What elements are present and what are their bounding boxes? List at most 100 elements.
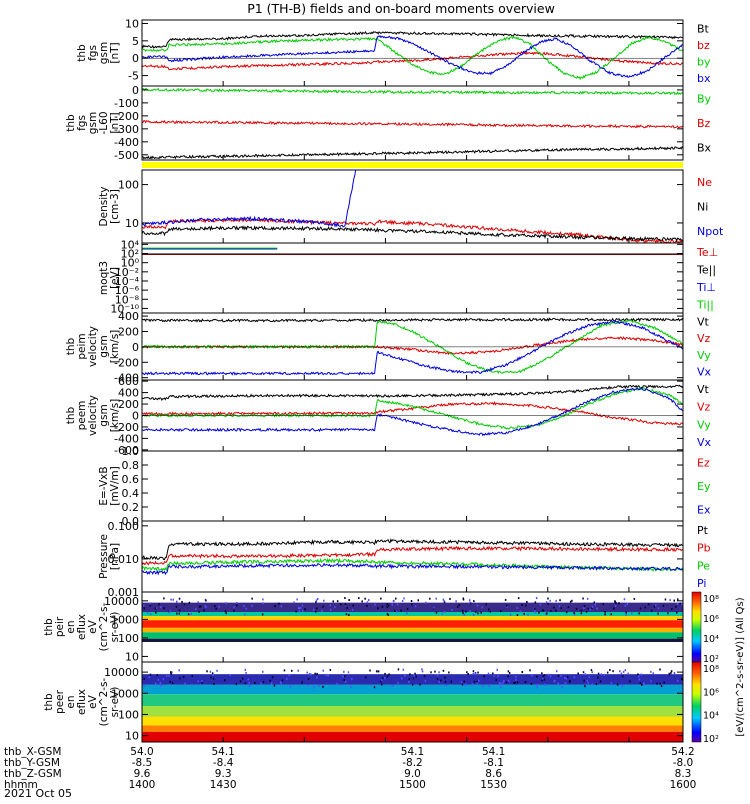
series-line-vz — [142, 401, 683, 426]
panel-3-data — [142, 170, 683, 243]
orbit-row-label: thb_X-GSM — [4, 746, 61, 758]
spectrogram-band — [142, 592, 683, 603]
y-axis-label-line: thb — [65, 406, 77, 424]
legend-label: Vy — [697, 349, 711, 362]
y-axis-label-line: thb — [65, 337, 77, 355]
colorbars: 10⁸10⁶10⁴10²10⁸10⁶10⁴10²[eV/(cm^2-s-sr-e… — [691, 591, 746, 745]
panel-10-data — [142, 662, 683, 742]
y-axis-label-line: eV — [87, 619, 99, 633]
y-axis-label-line: thb — [76, 44, 88, 62]
y-axis-label-line: moqt3 — [98, 261, 110, 295]
orbit-row-label: hhmm — [4, 779, 38, 791]
orbit-value: 8.3 — [675, 768, 692, 780]
y-axis-label-line: fgs — [76, 115, 88, 131]
series-line-vy — [142, 386, 683, 430]
orbit-value: -8.5 — [132, 757, 153, 769]
orbit-value: 9.6 — [134, 768, 151, 780]
y-axis-label: thb peer en eflux eV (cm^2-s-sr-eV) — [43, 677, 121, 726]
orbit-value: -8.1 — [483, 757, 504, 769]
y-axis-label-line: Pressure — [98, 534, 110, 579]
y-tick-label: 200 — [118, 398, 139, 411]
spectrogram-band — [142, 662, 683, 675]
y-tick-label: -400 — [114, 136, 139, 149]
orbit-value: 54.1 — [482, 746, 505, 758]
spectrogram-band — [142, 725, 683, 732]
y-axis-label-line: thb — [65, 114, 77, 132]
panel-10: 10000 1000 100 10 thb peer en eflux eV (cm^2-s-sr… — [43, 661, 684, 743]
series-line-vt — [142, 384, 683, 401]
orbit-value: -8.0 — [673, 757, 694, 769]
panel-frame — [141, 19, 684, 87]
colorbar-tick-label: 10² — [703, 734, 719, 745]
colorbar-title: [eV/(cm^2-s-sr-eV)] (All Qs) — [735, 597, 746, 736]
spectrogram-band — [142, 632, 683, 639]
y-tick-label: 10 — [125, 730, 139, 743]
y-axis-label: E=-VxB [mV/m] — [98, 466, 121, 505]
legend-label: Ti⊥ — [696, 281, 716, 294]
series-line-pt — [142, 538, 683, 560]
orbit-value: 54.1 — [401, 746, 424, 758]
orbit-table: thb_X-GSMthb_Y-GSMthb_Z-GSMhhmm54.0-8.59… — [4, 746, 696, 791]
y-axis-label-line: gsm — [98, 42, 110, 64]
panel-1: 10 5 0 -5 thb fgs gsm [nT] Bt bz by bx — [76, 17, 711, 87]
y-tick-label: 0.001 — [108, 586, 140, 599]
legend-label: Te|| — [696, 263, 716, 276]
legend-label: By — [697, 92, 712, 105]
spectrogram-band — [142, 716, 683, 726]
orbit-row-label: thb_Y-GSM — [4, 757, 60, 769]
y-axis-label-line: gsm — [98, 335, 110, 357]
y-tick-label: 10000 — [104, 666, 139, 679]
y-tick-label: 400 — [118, 387, 139, 400]
spectrogram-band — [142, 620, 683, 628]
colorbar: 10⁸ 10⁶ 10⁴ 10² — [691, 591, 719, 665]
y-axis-label-line: Density — [98, 187, 110, 227]
orbit-value: 54.1 — [211, 746, 234, 758]
y-tick-label: 200 — [118, 325, 139, 338]
legend-label: Ex — [697, 503, 711, 516]
y-tick-label: 100 — [118, 179, 139, 192]
y-tick-label: 10⁻⁸ — [115, 293, 140, 306]
spectrogram-band — [142, 611, 683, 617]
y-axis-label: thb peim velocity gsm [km/s] — [65, 326, 121, 367]
y-axis-label-line: sr-eV) — [109, 612, 121, 643]
legend-label: by — [697, 55, 711, 68]
y-tick-label: 10⁴ — [121, 238, 140, 251]
orbit-value: 9.0 — [404, 768, 421, 780]
series-line-by — [142, 87, 683, 96]
series-line-bz — [142, 50, 683, 71]
y-axis-label-line: [nPa] — [109, 543, 121, 570]
y-axis-label-line: thb — [43, 618, 55, 636]
y-axis-label: moqt3 [eV] — [98, 261, 121, 295]
panel-2-data — [142, 87, 683, 160]
y-tick-label: 0.0 — [122, 515, 140, 528]
y-axis-label-line: [km/s] — [109, 330, 121, 364]
y-tick-label: 600 — [118, 375, 139, 388]
y-tick-label: 0 — [132, 52, 139, 65]
y-tick-label: 10⁻⁴ — [115, 275, 140, 288]
panel-1-data — [142, 30, 683, 81]
y-axis-label-line: (cm^2-s- — [98, 602, 110, 651]
y-axis-label-line: eV — [87, 694, 99, 708]
y-axis-label-line: [mV/m] — [109, 466, 121, 505]
colorbar-tick-label: 10⁸ — [703, 594, 719, 605]
y-axis-label-line: -L60 — [98, 112, 110, 135]
y-axis-label-line: fgs — [87, 45, 99, 61]
y-tick-label: 10 — [125, 650, 139, 663]
y-tick-label: 100 — [118, 708, 139, 721]
legend-label: Vx — [697, 366, 712, 379]
y-axis-label: Density [cm-3] — [98, 187, 121, 227]
y-tick-label: 0.2 — [122, 501, 140, 514]
legend-label: Bx — [697, 142, 712, 155]
y-axis-label-line: [eV] — [109, 267, 121, 289]
y-tick-label: 1000 — [111, 613, 139, 626]
legend-label: Pi — [697, 577, 706, 590]
orbit-value: 54.0 — [130, 746, 153, 758]
y-axis-label-line: [nT] — [109, 112, 121, 133]
orbit-row-label: thb_Z-GSM — [4, 768, 62, 780]
y-tick-label: 10⁻¹⁰ — [110, 302, 139, 315]
series-line-bx — [142, 34, 683, 78]
series-line-vx — [142, 387, 683, 437]
y-tick-label: -200 — [114, 110, 139, 123]
